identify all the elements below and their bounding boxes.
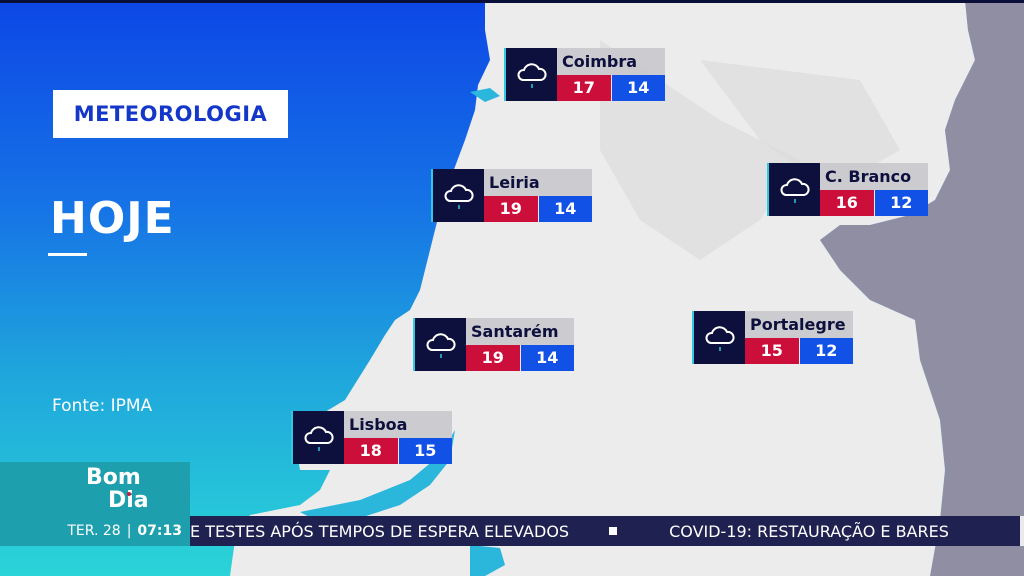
min-temp: 14 [611,75,665,101]
min-temp: 14 [520,345,574,371]
city-card-portalegre: Portalegre 15 12 [692,311,853,364]
square-separator-icon [609,527,618,535]
max-temp: 16 [820,190,875,216]
section-tag: METEOROLOGIA [53,90,288,138]
logo-dot [127,492,131,496]
headline-1: E TESTES APÓS TEMPOS DE ESPERA ELEVADOS [190,521,570,541]
ticker-time: 07:13 [137,523,182,539]
min-temp: 14 [538,196,592,222]
day-underline [48,253,87,256]
max-temp: 19 [484,196,539,222]
rain-cloud-icon [431,169,484,222]
ticker-headlines: E TESTES APÓS TEMPOS DE ESPERA ELEVADOS … [190,516,1020,546]
city-name: Santarém [466,318,574,345]
ticker-separator: | [126,523,132,539]
top-border [0,0,1024,3]
max-temp: 18 [344,438,399,464]
city-card-leiria: Leiria 19 14 [431,169,592,222]
news-ticker: TER. 28 | 07:13 E TESTES APÓS TEMPOS DE … [0,516,1024,546]
section-tag-label: METEOROLOGIA [73,102,268,126]
logo-line-1: Bom [86,465,141,490]
ticker-date: TER. 28 [67,523,121,539]
min-temp: 15 [398,438,452,464]
min-temp: 12 [799,338,853,364]
rain-cloud-icon [291,411,344,464]
headline-2: COVID-19: RESTAURAÇÃO E BARES [669,521,949,541]
rain-cloud-icon [504,48,557,101]
logo-line-2: Dia [108,488,149,513]
program-logo: Bom Dia [0,462,190,516]
city-card-lisboa: Lisboa 18 15 [291,411,452,464]
max-temp: 19 [466,345,521,371]
day-label: HOJE [50,193,175,244]
rain-cloud-icon [413,318,466,371]
spain-region [820,0,1024,576]
city-card-c-branco: C. Branco 16 12 [767,163,928,216]
ticker-clock: TER. 28 | 07:13 [0,516,190,546]
max-temp: 17 [557,75,612,101]
min-temp: 12 [874,190,928,216]
city-name: Leiria [484,169,592,196]
city-name: C. Branco [820,163,928,190]
city-card-santarem: Santarém 19 14 [413,318,574,371]
rain-cloud-icon [692,311,745,364]
city-name: Coimbra [557,48,665,75]
city-card-coimbra: Coimbra 17 14 [504,48,665,101]
city-name: Portalegre [745,311,853,338]
rain-cloud-icon [767,163,820,216]
city-name: Lisboa [344,411,452,438]
ticker-edge [1020,516,1024,546]
source-label: Fonte: IPMA [52,396,153,416]
max-temp: 15 [745,338,800,364]
